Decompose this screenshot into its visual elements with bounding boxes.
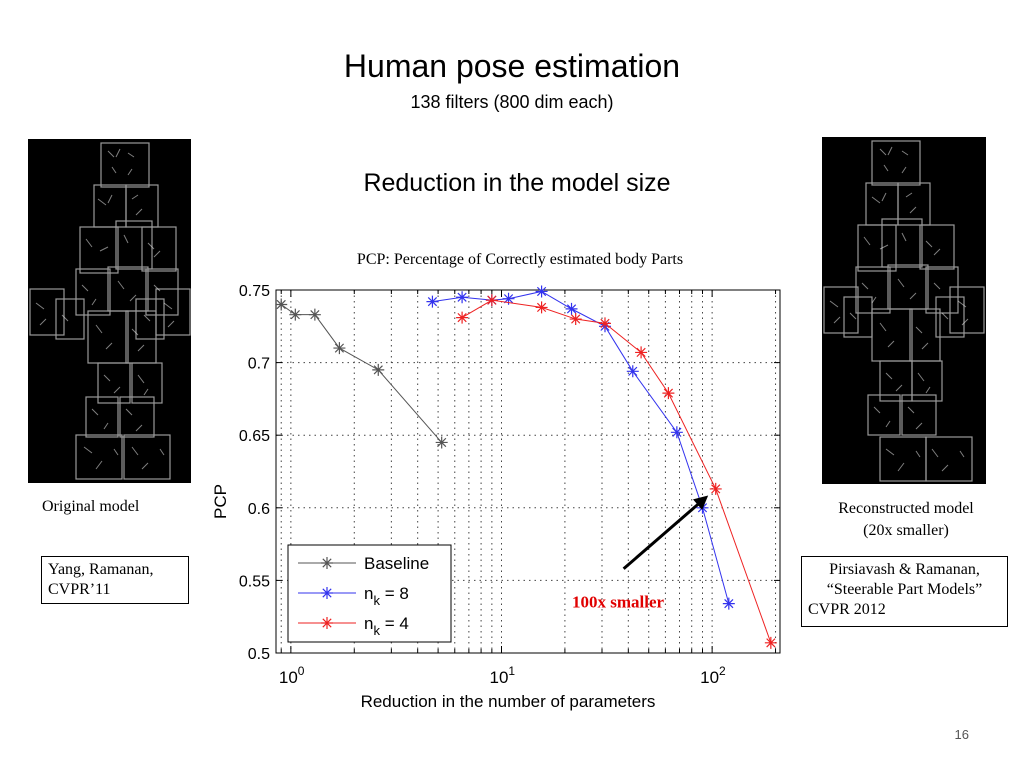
legend-label-suffix: = 4 [380, 614, 409, 633]
data-point [722, 597, 735, 610]
legend-label: Baseline [364, 554, 429, 573]
legend-label-name: n [364, 614, 373, 633]
data-point [321, 617, 333, 629]
data-point [372, 363, 385, 376]
series-line [432, 290, 730, 604]
pcp-chart: 0.50.550.60.650.70.75 100 101 102 PCP Redu… [211, 283, 781, 711]
x-tick-base: 10 [279, 668, 298, 687]
x-tick-exponent: 1 [508, 664, 515, 678]
data-point [670, 426, 683, 439]
original-model-image [28, 139, 191, 483]
data-point [435, 436, 448, 449]
data-point [502, 292, 515, 305]
caption-line: Reconstructed model [838, 500, 974, 517]
y-ticks: 0.5 0.55 0.6 0.65 0.7 0.75 [239, 283, 780, 663]
reconstructed-model-hog-visual [823, 140, 985, 482]
data-point [308, 308, 321, 321]
data-point [535, 301, 548, 314]
citation-line: Yang, Ramanan, [48, 561, 154, 578]
x-tick-base: 10 [489, 668, 508, 687]
x-tick-base: 10 [700, 668, 719, 687]
series-line [461, 299, 772, 644]
plot-frame [275, 289, 781, 654]
data-point [426, 295, 439, 308]
data-point [456, 291, 469, 304]
y-axis-label: PCP [211, 484, 230, 519]
citation-line: CVPR 2012 [808, 601, 886, 618]
legend-label-subscript: k [373, 623, 380, 638]
y-tick-label: 0.7 [248, 356, 270, 373]
legend-label-subscript: k [373, 593, 380, 608]
y-tick-label: 0.6 [248, 501, 270, 518]
slide-subtitle: 138 filters (800 dim each) [410, 92, 614, 112]
x-tick-label: 101 [489, 664, 515, 687]
x-ticks: 100 101 102 [279, 664, 726, 687]
legend-label: nk = 8 [364, 584, 409, 608]
data-point [321, 587, 333, 599]
data-point [565, 302, 578, 315]
series-baseline [275, 298, 448, 449]
reconstructed-model-citation: Pirsiavash & Ramanan, “Steerable Part Mo… [801, 556, 1008, 627]
data-point [321, 557, 333, 569]
reconstructed-model-caption: Reconstructed model (20x smaller) [806, 498, 1006, 542]
series-n-k-8 [426, 285, 735, 610]
y-tick-label: 0.5 [248, 646, 270, 663]
data-point [626, 365, 639, 378]
data-point [764, 636, 777, 649]
page-number: 16 [954, 727, 969, 742]
legend-label-suffix: = 8 [380, 584, 409, 603]
series-n-k-4 [456, 294, 777, 649]
y-tick-label: 0.65 [239, 428, 270, 445]
data-point [456, 311, 469, 324]
citation-line: Pirsiavash & Ramanan, [829, 561, 980, 578]
section-title: Reduction in the model size [363, 169, 671, 197]
x-tick-exponent: 0 [298, 664, 305, 678]
annotation-label: 100x smaller [572, 593, 665, 612]
legend-label: nk = 4 [364, 614, 409, 638]
original-model-caption: Original model [42, 498, 140, 515]
data-point [289, 308, 302, 321]
citation-line: CVPR’11 [48, 581, 111, 598]
original-model-citation: Yang, Ramanan, CVPR’11 [41, 556, 189, 604]
x-tick-label: 102 [700, 664, 726, 687]
citation-line: “Steerable Part Models” [826, 581, 983, 598]
chart-caption: PCP: Percentage of Correctly estimated b… [356, 251, 684, 268]
original-model-hog-visual [29, 142, 191, 480]
slide-title: Human pose estimation [343, 48, 681, 84]
x-axis-label: Reduction in the number of parameters [361, 692, 656, 711]
y-tick-label: 0.55 [239, 573, 270, 590]
data-point [535, 285, 548, 298]
reconstructed-model-image [822, 137, 986, 484]
legend-label-name: n [364, 584, 373, 603]
data-point [333, 342, 346, 355]
data-point [569, 313, 582, 326]
x-tick-exponent: 2 [719, 664, 726, 678]
data-point [598, 317, 611, 330]
data-point [635, 346, 648, 359]
data-point [275, 298, 288, 311]
data-point [662, 387, 675, 400]
data-point [485, 294, 498, 307]
caption-line: (20x smaller) [863, 522, 949, 539]
annotation-arrow [622, 499, 704, 570]
x-tick-label: 100 [279, 664, 305, 687]
annotation-arrow-head [692, 495, 709, 510]
y-tick-label: 0.75 [239, 283, 270, 300]
data-point [709, 482, 722, 495]
legend-label-name: Baseline [364, 554, 429, 573]
chart-series [275, 285, 777, 649]
